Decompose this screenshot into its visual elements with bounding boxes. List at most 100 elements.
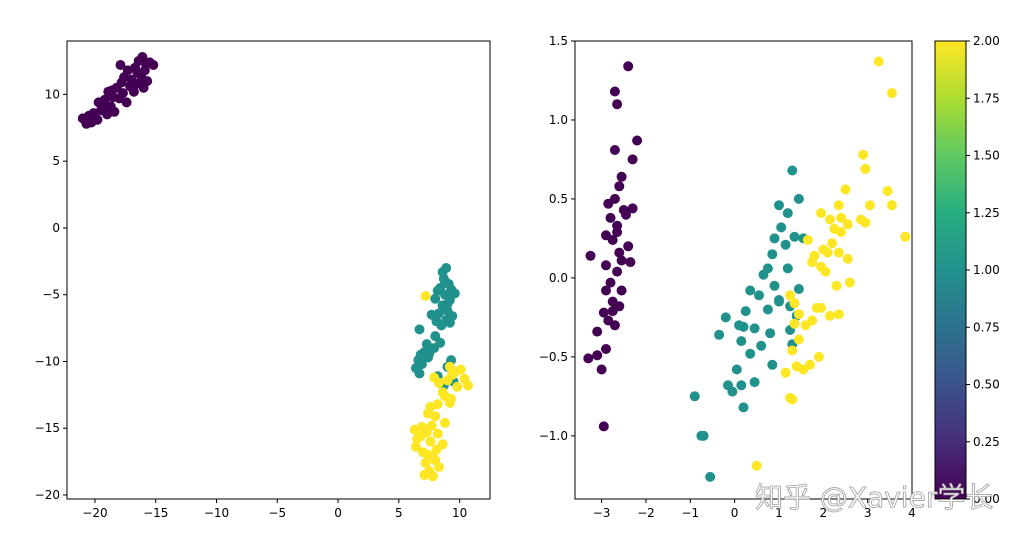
y-tick: 1.5 [549,34,575,48]
scatter-point-class-0 [612,227,623,238]
scatter-point-class-0 [623,241,634,252]
scatter-point-class-2 [842,219,853,230]
scatter-point-class-2 [858,149,869,160]
y-tick-label: 1.5 [549,34,568,48]
scatter-point-class-2 [415,431,426,442]
x-tick: 0 [334,499,342,520]
scatter-point-class-0 [92,114,103,125]
colorbar-tick-label: 2.00 [973,34,1000,48]
scatter-point-class-1 [780,239,791,250]
scatter-point-class-2 [791,361,802,372]
scatter-point-class-1 [734,320,745,331]
x-tick: 10 [452,499,467,520]
scatter-point-class-0 [627,154,638,165]
scatter-point-class-1 [765,328,776,339]
scatter-point-class-0 [616,285,627,296]
scatter-point-class-2 [807,257,818,268]
scatter-point-class-1 [769,233,780,244]
scatter-point-class-2 [751,460,762,471]
y-tick-label: 1.0 [549,113,568,127]
scatter-point-class-0 [115,60,126,70]
scatter-point-class-2 [900,231,911,242]
x-tick-label: 1 [775,506,783,520]
watermark: 知乎 @Xavier学长 [755,481,993,514]
scatter-point-class-0 [603,198,614,209]
x-tick: 3 [864,499,871,520]
scatter-point-class-0 [601,260,611,271]
scatter-point-class-0 [621,209,631,220]
scatter-point-class-1 [432,285,443,296]
scatter-point-class-2 [833,247,844,258]
scatter-point-class-1 [424,348,435,359]
scatter-point-class-0 [107,85,117,96]
scatter-point-class-0 [598,421,609,432]
x-tick: −15 [143,499,168,520]
scatter-point-class-2 [423,449,433,460]
y-tick-label: 0 [52,221,60,235]
scatter-point-class-0 [625,257,636,268]
scatter-point-class-0 [614,181,625,192]
scatter-point-class-2 [836,212,847,223]
scatter-point-class-2 [842,253,853,264]
scatter-point-class-1 [444,317,455,328]
x-tick-label: 5 [395,506,403,520]
y-tick: −1.0 [539,429,575,443]
scatter-point-class-2 [831,280,842,291]
axes-frame [66,40,491,500]
x-tick: −5 [268,499,286,520]
axes-frame [574,40,913,500]
scatter-point-class-2 [840,184,851,195]
scatter-point-class-2 [800,320,811,331]
scatter-point-class-2 [419,470,430,480]
scatter-point-class-1 [749,377,760,388]
scatter-point-class-1 [749,323,760,334]
scatter-point-class-0 [614,247,625,258]
scatter-point-class-0 [596,364,607,375]
scatter-point-class-2 [793,309,804,320]
scatter-point-class-2 [822,247,833,258]
scatter-point-class-2 [887,88,897,99]
scatter-point-class-2 [432,399,443,410]
y-tick: −20 [35,488,67,502]
y-tick-label: −1.0 [539,429,568,443]
scatter-point-class-1 [736,336,747,347]
y-tick: 5 [52,154,67,168]
scatter-point-class-0 [592,326,603,337]
scatter-point-class-2 [425,436,436,447]
scatter-point-class-0 [632,135,643,146]
scatter-point-class-1 [787,165,798,176]
scatter-point-class-1 [698,430,709,441]
scatter-point-class-1 [689,391,700,402]
colorbar-tick: 1.25 [966,206,1000,220]
x-tick-label: 0 [731,506,739,520]
x-tick: 0 [731,499,739,520]
y-tick: 0.5 [549,192,575,206]
scatter-point-class-2 [787,345,798,356]
scatter-point-class-0 [128,86,139,97]
colorbar-tick: 0.75 [966,320,1000,334]
scatter-point-class-0 [117,88,128,99]
y-tick-label: 5 [52,154,60,168]
scatter-point-class-1 [789,231,800,242]
scatter-point-class-0 [609,86,620,97]
scatter-point-class-0 [583,353,594,364]
scatter-point-class-0 [601,285,611,296]
y-tick: 1.0 [549,113,575,127]
scatter-point-class-1 [776,222,787,233]
scatter-point-class-2 [836,227,847,238]
x-tick: −10 [204,499,229,520]
scatter-point-class-0 [131,78,142,89]
scatter-point-class-1 [767,359,778,370]
scatter-point-class-1 [731,364,742,375]
scatter-point-class-0 [116,77,127,88]
left-scatter-plot: −20 −15 −10 −5 0 5 10 −20 −15 −10 −5 0 5 10 [35,40,491,520]
scatter-point-class-2 [833,309,844,320]
scatter-point-class-2 [816,208,827,219]
scatter-point-class-1 [767,249,778,260]
scatter-point-class-0 [109,106,120,117]
scatter-point-class-1 [793,284,804,294]
scatter-point-class-0 [612,266,623,277]
scatter-point-class-1 [431,316,442,327]
scatter-point-class-0 [605,277,616,288]
x-tick-label: −20 [82,506,107,520]
